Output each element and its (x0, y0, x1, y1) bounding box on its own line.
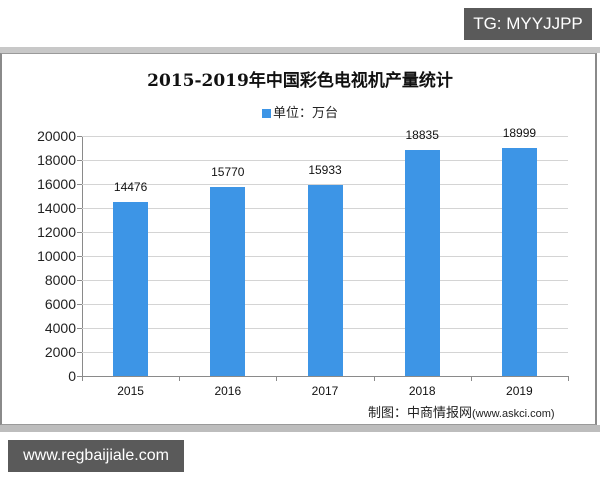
bar-2019 (501, 148, 537, 376)
y-tick (77, 256, 82, 257)
y-tick-label: 2000 (44, 344, 76, 360)
bar-2015 (113, 202, 149, 376)
x-tick (470, 376, 472, 381)
y-tick-label: 16000 (37, 176, 76, 192)
x-tick (568, 376, 569, 381)
gridline (82, 184, 568, 185)
chart-frame (0, 53, 597, 425)
y-tick-label: 4000 (44, 320, 76, 336)
bar-value-label: 18999 (502, 126, 537, 141)
tg-badge: TG: MYYJJPP (464, 8, 592, 40)
y-tick (77, 376, 82, 377)
plot-area: 0 2000 4000 6000 8000 10000 12000 14000 16000 180… (37, 126, 569, 398)
bar-2016 (210, 186, 246, 376)
bar-2018 (404, 149, 440, 376)
y-tick-label: 20000 (37, 128, 76, 144)
x-tick-label: 2018 (408, 384, 436, 398)
x-tick (82, 376, 83, 381)
y-tick-label: 8000 (44, 272, 76, 288)
site-badge: www.regbaijiale.com (8, 440, 184, 472)
gridline (82, 136, 568, 137)
y-tick (77, 160, 82, 161)
x-tick-label: 2017 (311, 384, 339, 398)
y-tick-label: 10000 (37, 248, 76, 264)
gridline (82, 160, 568, 161)
y-tick (77, 184, 82, 185)
frame-top-bar (0, 47, 600, 53)
y-tick (77, 232, 82, 233)
y-tick-label: 12000 (37, 224, 76, 240)
x-tick-label: 2015 (117, 384, 144, 398)
y-tick-label: 0 (68, 368, 76, 384)
x-axis (82, 376, 568, 377)
y-tick (77, 304, 82, 305)
x-tick-label: 2019 (506, 384, 533, 398)
y-tick (77, 328, 82, 329)
chart-title: 2015-2019年中国彩色电视机产量统计 (147, 71, 453, 91)
x-tick (179, 376, 181, 381)
x-tick-label: 2016 (214, 384, 242, 398)
bar-value-label: 15770 (211, 164, 245, 179)
frame-bottom-bar (0, 425, 600, 432)
legend-label: 单位：万台 (272, 105, 338, 120)
bar-value-label: 15933 (308, 162, 342, 177)
bar-value-label: 14476 (113, 180, 148, 195)
y-tick (77, 208, 82, 209)
source-note: 制图：中商情报网(www.askci.com) (368, 402, 555, 421)
bar-value-label: 18835 (405, 127, 439, 142)
y-tick-label: 6000 (44, 296, 76, 312)
bar-2017 (307, 184, 343, 376)
x-tick (276, 376, 278, 381)
legend-swatch-icon (261, 109, 271, 119)
y-tick (77, 136, 82, 137)
x-tick (373, 376, 375, 381)
y-tick-label: 14000 (37, 200, 76, 216)
y-tick-label: 18000 (37, 152, 76, 168)
legend: 单位：万台 (0, 102, 600, 121)
source-url: (www.askci.com) (472, 408, 555, 420)
y-tick (77, 352, 82, 353)
y-tick (77, 280, 82, 281)
source-prefix: 制图：中商情报网 (368, 405, 473, 420)
